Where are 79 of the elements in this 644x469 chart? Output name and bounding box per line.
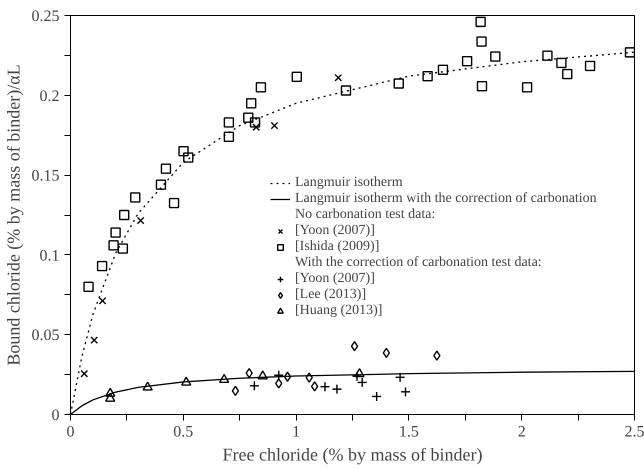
x-axis-title: Free chloride (% by mass of binder)	[222, 444, 482, 464]
point	[96, 260, 108, 272]
y-tick-label: 0.25	[32, 8, 60, 25]
legend-label: [Yoon (2007)]	[295, 271, 375, 287]
point	[562, 68, 572, 80]
legend-label: [Huang (2013)]	[295, 303, 382, 319]
legend-label: Langmuir isotherm	[295, 175, 403, 191]
point	[168, 198, 180, 208]
point	[83, 282, 94, 292]
point	[584, 60, 596, 72]
point	[334, 74, 342, 82]
point	[224, 132, 234, 142]
y-tick-label: 0.1	[40, 247, 60, 264]
point	[156, 179, 166, 190]
point	[160, 164, 172, 174]
point	[475, 16, 486, 28]
point	[438, 64, 448, 75]
point	[476, 36, 487, 47]
point	[98, 296, 106, 305]
point	[245, 368, 253, 378]
point	[394, 78, 404, 89]
point	[256, 82, 266, 93]
point	[183, 152, 194, 163]
annotation: With the correction of carbonation test data:	[295, 255, 542, 271]
point	[80, 370, 88, 378]
point	[232, 386, 240, 396]
point	[305, 372, 313, 383]
y-tick-label: 0.05	[32, 327, 60, 344]
point	[292, 72, 302, 82]
point	[218, 374, 230, 384]
point	[433, 350, 441, 361]
point	[118, 210, 130, 220]
legend-label: [Ishida (2009)]	[295, 239, 380, 255]
x-tick-label: 0	[66, 424, 74, 440]
y-tick-label: 0	[52, 407, 60, 424]
point	[118, 243, 128, 254]
point	[181, 376, 192, 386]
point	[258, 370, 268, 380]
point	[542, 50, 553, 61]
x-tick-label: 2.5	[624, 424, 644, 440]
point	[382, 348, 390, 358]
point	[224, 117, 234, 128]
point	[252, 123, 260, 132]
legend-label: Langmuir isotherm with the correction of carbonation	[295, 191, 597, 207]
point	[422, 70, 433, 82]
point	[270, 122, 278, 130]
point	[110, 227, 121, 238]
point	[556, 58, 567, 68]
point	[243, 112, 254, 123]
legend-label: [Lee (2013)]	[295, 287, 366, 303]
point	[284, 371, 292, 382]
x-tick-label: 2	[518, 424, 526, 440]
point	[108, 240, 119, 251]
x-tick-label: 1.5	[398, 424, 419, 440]
point	[354, 368, 365, 378]
point	[476, 81, 488, 92]
point	[105, 388, 116, 397]
point	[142, 381, 153, 391]
x-tick-label: 0.5	[173, 424, 194, 440]
point	[246, 98, 256, 108]
y-tick-label: 0.15	[32, 168, 60, 185]
point	[624, 47, 634, 58]
point	[250, 117, 260, 128]
point	[350, 340, 358, 352]
point	[462, 56, 472, 66]
point	[90, 336, 98, 344]
point	[130, 192, 140, 203]
point	[105, 392, 116, 402]
legend-label: [Yoon (2007)]	[295, 223, 375, 239]
y-axis-title: Bound chloride (% by mass of binder)/αL	[4, 64, 24, 366]
point	[178, 146, 189, 156]
point	[310, 381, 318, 392]
annotation: No carbonation test data:	[295, 207, 436, 223]
point	[522, 82, 532, 93]
y-tick-label: 0.2	[40, 88, 60, 105]
point	[136, 216, 145, 224]
point	[490, 51, 501, 62]
point	[340, 85, 352, 96]
x-tick-label: 1	[292, 424, 300, 440]
